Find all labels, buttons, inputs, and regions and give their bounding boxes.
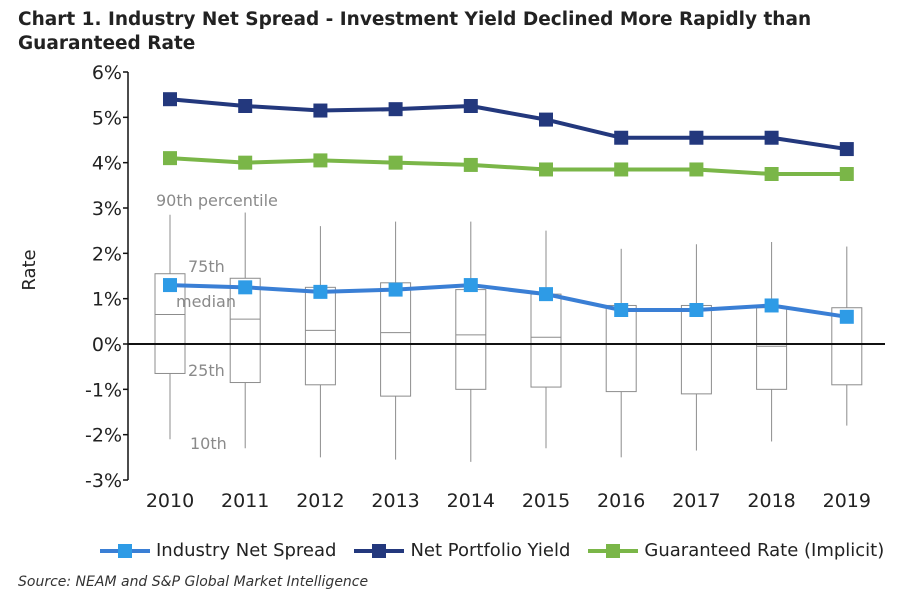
x-tick-label: 2019	[823, 490, 871, 512]
y-tick-label: 6%	[92, 62, 122, 84]
x-tick-label: 2014	[447, 490, 495, 512]
data-point	[689, 162, 704, 177]
chart-title: Chart 1. Industry Net Spread - Investmen…	[18, 9, 812, 54]
data-point	[388, 282, 403, 297]
y-axis-label: Rate	[19, 249, 40, 290]
data-point	[539, 112, 553, 127]
y-tick-label: 3%	[92, 198, 122, 220]
data-point	[614, 130, 629, 145]
x-tick-label: 2010	[146, 490, 194, 512]
legend-label-industry-net-spread: Industry Net Spread	[156, 540, 337, 561]
x-tick-label: 2012	[296, 490, 344, 512]
data-point	[388, 102, 403, 117]
data-point	[163, 151, 177, 166]
boxplot-2012	[304, 226, 336, 458]
y-tick-label: 2%	[92, 243, 122, 265]
data-point	[463, 99, 478, 113]
data-point	[764, 130, 779, 145]
boxplot-2014	[455, 221, 487, 462]
series-line	[169, 156, 847, 176]
data-point	[238, 99, 253, 113]
legend-swatch-guaranteed-rate	[588, 543, 639, 558]
boxplot-2010	[154, 214, 186, 440]
series-line	[169, 97, 848, 152]
boxplot-2015	[530, 230, 562, 449]
boxplot-2019	[831, 246, 863, 426]
data-point	[463, 278, 478, 293]
data-point	[764, 298, 779, 313]
annotation-25th: 25th	[188, 361, 225, 380]
series-net-portfolio-yield	[163, 92, 854, 157]
data-point	[839, 167, 854, 181]
source-note: Source: NEAM and S&P Global Market Intel…	[18, 574, 369, 590]
data-point	[539, 287, 553, 302]
boxplot-2017	[680, 244, 712, 451]
boxplots	[154, 212, 863, 462]
y-axis: -3% -2% -1% 0% 1% 2% 3% 4% 5% 6%	[85, 62, 129, 492]
data-point	[313, 153, 328, 168]
chart-canvas: -3% -2% -1% 0% 1% 2% 3% 4% 5% 6% 2010 2011 2012 2013…	[19, 62, 885, 512]
series	[163, 92, 854, 324]
y-tick-label: 4%	[92, 153, 122, 175]
x-tick-label: 2017	[672, 490, 720, 512]
data-point	[614, 303, 629, 317]
legend-swatch-industry-net-spread	[100, 543, 150, 558]
y-tick-label: -1%	[85, 379, 122, 401]
x-tick-label: 2013	[371, 490, 419, 512]
data-point	[163, 92, 177, 107]
boxplot-2013	[380, 221, 412, 460]
box-iqr	[605, 304, 637, 393]
y-tick-label: 5%	[92, 107, 122, 129]
data-point	[313, 284, 328, 299]
data-point	[839, 309, 854, 324]
series-guaranteed-rate	[163, 151, 854, 181]
boxplot-2011	[229, 212, 261, 449]
boxplot-2018	[756, 242, 788, 442]
legend-label-net-portfolio-yield: Net Portfolio Yield	[410, 540, 571, 561]
x-axis: 2010 2011 2012 2013 2014 2015 2016 2017 2018 2019	[128, 343, 885, 512]
box-iqr	[530, 293, 562, 388]
annotation-10th: 10th	[190, 434, 227, 453]
box-iqr	[380, 282, 412, 397]
x-tick-label: 2016	[597, 490, 645, 512]
y-tick-label: 0%	[92, 334, 122, 356]
box-iqr	[455, 289, 487, 390]
data-point	[163, 278, 177, 293]
y-tick-label: -3%	[85, 470, 122, 492]
x-tick-label: 2018	[747, 490, 795, 512]
data-point	[238, 280, 253, 295]
y-tick-label: -2%	[85, 425, 122, 447]
box-iqr	[756, 307, 788, 390]
annotation-75th: 75th	[188, 257, 225, 276]
data-point	[614, 162, 629, 177]
data-point	[463, 157, 478, 172]
boxplot-2016	[605, 248, 637, 458]
series-line	[169, 283, 848, 319]
y-tick-label: 1%	[92, 289, 122, 311]
data-point	[238, 155, 253, 170]
annotation-90th-percentile: 90th percentile	[156, 191, 278, 210]
data-point	[313, 103, 328, 118]
x-tick-label: 2015	[522, 490, 570, 512]
data-point	[839, 142, 854, 157]
data-point	[689, 303, 704, 317]
x-tick-label: 2011	[221, 490, 269, 512]
data-point	[388, 155, 403, 170]
box-iqr	[229, 277, 261, 384]
legend-item-industry-net-spread: Industry Net Spread	[100, 540, 336, 561]
box-iqr	[831, 307, 863, 386]
box-iqr	[680, 304, 712, 395]
legend-item-net-portfolio-yield: Net Portfolio Yield	[354, 540, 570, 561]
box-iqr	[304, 286, 336, 386]
legend: Industry Net Spread Net Portfolio Yield …	[100, 540, 884, 561]
annotations: 90th percentile 75th median 25th 10th	[156, 191, 278, 453]
legend-item-guaranteed-rate: Guaranteed Rate (Implicit)	[588, 540, 884, 561]
data-point	[689, 130, 704, 145]
data-point	[764, 167, 779, 181]
data-point	[539, 162, 553, 177]
annotation-median: median	[176, 292, 236, 311]
legend-swatch-net-portfolio-yield	[354, 543, 405, 558]
series-industry-net-spread	[163, 278, 854, 324]
legend-label-guaranteed-rate: Guaranteed Rate (Implicit)	[644, 540, 885, 561]
